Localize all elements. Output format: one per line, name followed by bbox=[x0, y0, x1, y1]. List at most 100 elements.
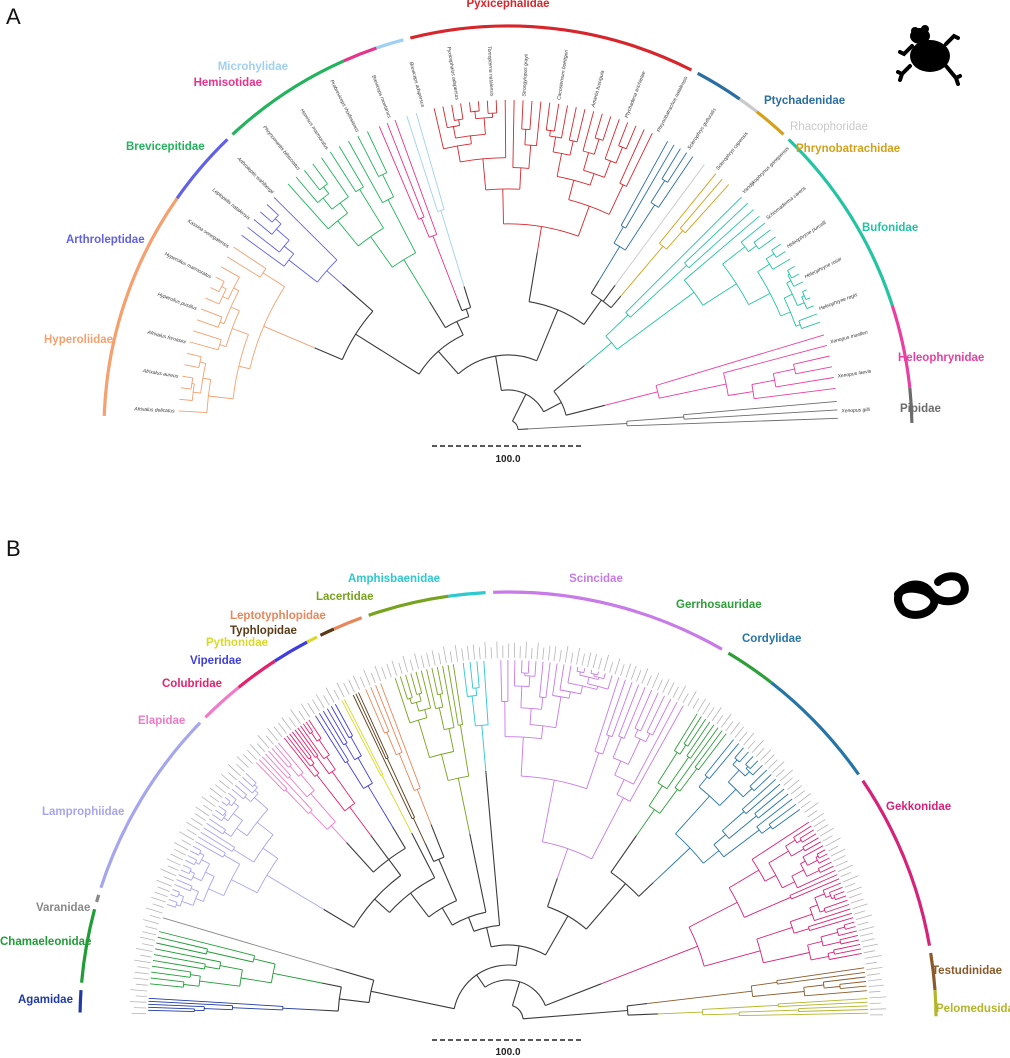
tip-label-mark bbox=[598, 657, 603, 670]
backbone-branch bbox=[424, 843, 435, 862]
clade-lamprophiidae-tip-branch bbox=[170, 893, 178, 898]
tip-label-mark bbox=[790, 785, 802, 795]
clade-lamprophiidae-node-arc bbox=[246, 809, 269, 836]
clade-agamidae-tip-branch bbox=[148, 1003, 205, 1008]
clade-cordylidae-tip-branch bbox=[768, 803, 797, 825]
clade-phrynobatrachidae-tip-branch bbox=[659, 173, 717, 244]
clade-lamprophiidae-node-arc bbox=[242, 794, 247, 800]
clade-scincidae-stem bbox=[579, 671, 581, 676]
clade-pyxicephalidae-stem bbox=[456, 145, 461, 162]
clade-gerrhosauridae-tip-branch bbox=[686, 721, 711, 757]
clade-scincidae-stem bbox=[627, 738, 641, 765]
clade-gerrhosauridae-stem bbox=[679, 744, 687, 755]
clade-phrynobatrachidae-node-arc bbox=[679, 227, 686, 234]
family-arc-microhylidae bbox=[375, 38, 404, 50]
tip-label-mark bbox=[559, 649, 562, 662]
backbone-arc bbox=[626, 1005, 629, 1016]
clade-elapidae-stem bbox=[310, 793, 336, 823]
clade-lamprophiidae-stem bbox=[233, 802, 239, 807]
tip-label: Heleophryne rosei bbox=[804, 256, 844, 280]
tip-label-mark bbox=[273, 726, 283, 738]
clade-lamprophiidae-stem bbox=[266, 874, 324, 910]
clade-brevicepitidae-stem bbox=[339, 202, 348, 214]
clade-lamprophiidae-stem bbox=[254, 784, 258, 788]
clade-ptychadenidae-tip-branch bbox=[620, 140, 669, 226]
tip-label: Pyxicephalus adspersus bbox=[445, 46, 459, 101]
clade-pyxicephalidae-stem bbox=[603, 160, 612, 178]
clade-lacertidae-tip-branch bbox=[399, 676, 408, 700]
clade-hyperoliidae-stem bbox=[238, 365, 250, 370]
clade-viperidae-tip-branch bbox=[334, 703, 353, 737]
family-arc-phrynobatrachidae bbox=[755, 110, 785, 136]
clade-ptychadenidae-stem bbox=[613, 226, 624, 244]
clade-chamaeleonidae-stem bbox=[199, 980, 240, 987]
clade-typhlopidae-stem bbox=[386, 758, 416, 818]
clade-pyxicephalidae-tip-branch bbox=[602, 116, 612, 141]
tip-label-mark bbox=[391, 660, 398, 676]
clade-colubridae-tip-branch bbox=[291, 731, 312, 758]
clade-chamaeleonidae-stem bbox=[240, 977, 272, 984]
tip-label-mark bbox=[775, 769, 785, 778]
clade-scincidae-tip-branch bbox=[646, 695, 665, 733]
clade-pyxicephalidae-stem bbox=[549, 130, 551, 137]
clade-gerrhosauridae-tip-branch bbox=[694, 730, 723, 768]
backbone-branch bbox=[437, 351, 459, 375]
tip-label-mark bbox=[553, 646, 557, 661]
clade-scincidae-tip-branch bbox=[594, 677, 620, 752]
clade-hemisotidae-tip-branch bbox=[394, 119, 438, 235]
clade-cordylidae-stem bbox=[727, 769, 740, 783]
family-label-scincidae: Scincidae bbox=[569, 573, 623, 585]
clade-colubridae-tip-branch bbox=[286, 735, 311, 767]
clade-gekkonidae-stem bbox=[827, 951, 835, 954]
clade-leptotyphlopidae-tip-branch bbox=[375, 685, 403, 753]
clade-testudinidae-tip-branch bbox=[777, 971, 865, 985]
family-arc-varanidae bbox=[95, 894, 101, 903]
clade-ptychadenidae-stem bbox=[624, 204, 656, 251]
clade-cordylidae-tip-branch bbox=[745, 783, 781, 814]
tip-label-mark bbox=[348, 679, 355, 693]
clade-bufonidae-tip-branch bbox=[625, 196, 742, 313]
clade-elapidae-tip-branch bbox=[255, 762, 285, 792]
clade-cordylidae-node-arc bbox=[732, 764, 746, 777]
clade-brevicepitidae-tip-branch bbox=[321, 157, 349, 198]
clade-scincidae-stem bbox=[529, 708, 532, 725]
clade-chamaeleonidae-tip-branch bbox=[151, 965, 191, 973]
tip-label-mark bbox=[151, 896, 166, 903]
family-label-pelomedusidae: Pelomedusidae bbox=[936, 1003, 1010, 1015]
tip-label-mark bbox=[265, 735, 274, 745]
tip-label-mark bbox=[166, 858, 181, 866]
clade-chamaeleonidae-tip-branch bbox=[150, 977, 184, 983]
clade-leptotyphlopidae-tip-branch bbox=[380, 683, 421, 789]
tip-label-mark bbox=[816, 824, 829, 832]
clade-bufonidae-stem bbox=[702, 283, 737, 306]
clade-scincidae-tip-branch bbox=[603, 673, 606, 679]
clade-microhylidae-tip-branch bbox=[415, 112, 445, 210]
clade-pelomedusidae-stem bbox=[702, 1004, 779, 1010]
clade-hyperoliidae-node-arc bbox=[218, 281, 225, 292]
tip-label-mark bbox=[281, 717, 292, 731]
clade-pyxicephalidae-stem bbox=[502, 188, 504, 224]
clade-cordylidae-stem bbox=[703, 850, 720, 864]
clade-cordylidae-tip-branch bbox=[753, 774, 772, 792]
clade-lamprophiidae-tip-branch bbox=[195, 841, 224, 858]
clade-brevicepitidae-tip-branch bbox=[287, 183, 329, 230]
clade-chamaeleonidae-node-arc bbox=[252, 955, 256, 963]
tip-label-mark bbox=[227, 764, 241, 777]
clade-gerrhosauridae-stem bbox=[636, 809, 655, 836]
clade-lamprophiidae-node-arc bbox=[222, 852, 226, 858]
clade-hyperoliidae-tip-branch bbox=[215, 276, 225, 282]
clade-chamaeleonidae-node-arc bbox=[203, 964, 206, 970]
clade-hemisotidae-stem bbox=[420, 218, 430, 238]
clade-brevicepitidae-stem bbox=[403, 259, 431, 303]
clade-colubridae-tip-branch bbox=[283, 737, 316, 777]
clade-gekkonidae-stem bbox=[800, 860, 806, 865]
tip-label-mark bbox=[381, 666, 387, 680]
clade-gekkonidae-node-arc bbox=[816, 853, 820, 859]
clade-lacertidae-stem bbox=[418, 693, 422, 702]
backbone-branch bbox=[476, 974, 486, 988]
clade-lamprophiidae-tip-branch bbox=[224, 797, 231, 802]
tip-label-mark bbox=[697, 698, 706, 712]
clade-pyxicephalidae-node-arc bbox=[470, 110, 480, 113]
clade-lamprophiidae-tip-branch bbox=[200, 831, 233, 852]
backbone-branch bbox=[590, 280, 600, 294]
